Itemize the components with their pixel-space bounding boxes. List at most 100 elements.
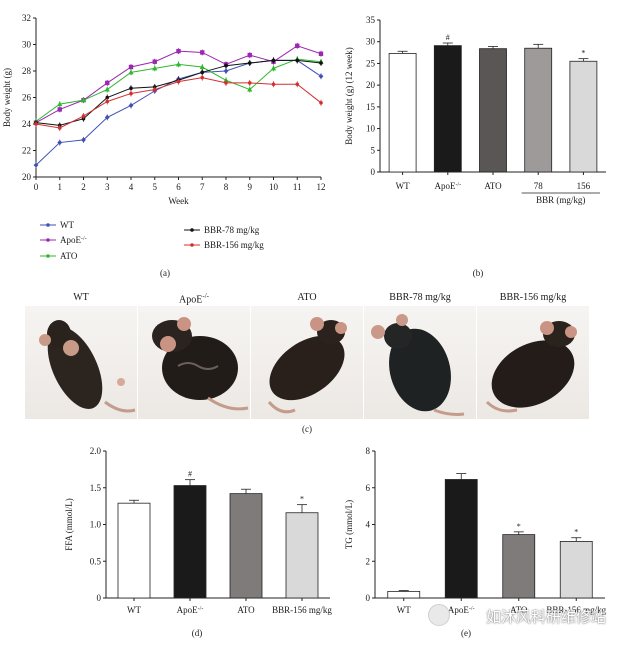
series-point (33, 162, 39, 168)
series-point (271, 58, 276, 63)
panel-b-bar (524, 47, 553, 173)
series-point (80, 97, 87, 103)
legend-label: WT (60, 220, 74, 230)
panel-e-y-tick-label: 4 (366, 520, 371, 530)
panel-a-x-tick-label: 9 (248, 182, 253, 192)
series-point (176, 48, 181, 54)
series-point (57, 139, 63, 146)
series-point (57, 107, 62, 112)
panel-d-category-label: BBR-156 mg/kg (272, 605, 332, 615)
panel-a-x-tick-label: 12 (317, 182, 326, 192)
panel-a-x-tick-label: 11 (293, 182, 302, 192)
series-point (81, 137, 86, 143)
panel-d-significance-mark: * (300, 495, 304, 504)
panel-a-y-tick-label: 20 (22, 172, 32, 182)
legend-marker (190, 243, 194, 247)
panel-d-bar (173, 485, 207, 599)
panel-a-x-tick-label: 8 (224, 182, 229, 192)
series-point (295, 82, 300, 87)
series-point (318, 51, 324, 56)
panel-e-category-label: ApoE-/- (448, 605, 475, 615)
panel-b-category-label: WT (396, 181, 410, 191)
series-point (105, 95, 110, 100)
series-point (223, 77, 229, 83)
panel-a-y-tick-label: 22 (22, 146, 31, 156)
panel-e-bar (387, 590, 421, 599)
series-point (247, 81, 252, 85)
panel-a-x-tick-label: 10 (269, 182, 279, 192)
series-line-3 (35, 59, 322, 126)
series-point (295, 58, 300, 63)
panel-e-y-tick-label: 2 (366, 556, 371, 566)
panel-c-caption: (c) (302, 424, 312, 434)
panel-e-caption: (e) (461, 628, 471, 638)
series-point (57, 126, 62, 130)
series-point (318, 73, 324, 79)
series-point (129, 91, 133, 96)
panel-d-category-label: WT (127, 605, 141, 615)
panel-d-y-tick-label: 2.0 (90, 446, 102, 456)
panel-d-significance-mark: # (188, 470, 192, 479)
panel-d-bar (229, 493, 263, 599)
panel-b-bar (388, 53, 417, 173)
photo-label-apoe: ApoE-/- (179, 292, 209, 306)
series-point (247, 86, 253, 92)
panel-d-y-tick-label: 1.0 (90, 520, 102, 530)
panel-e-y-axis-label: TG (mmol/L) (344, 500, 354, 549)
panel-d-caption: (d) (192, 628, 203, 638)
legend-label: ApoE-/- (60, 235, 87, 245)
mouse-photo-bbr156 (477, 306, 589, 419)
panel-b-significance-mark: * (581, 49, 585, 58)
mouse-photo-ato (251, 306, 363, 419)
series-point (81, 114, 86, 118)
panel-a-x-tick-label: 4 (129, 182, 134, 192)
series-point (128, 64, 134, 70)
panel-d-bar (117, 502, 151, 599)
series-point (129, 86, 133, 91)
series-point (199, 64, 205, 70)
series-point (175, 61, 182, 67)
panel-e-bar (444, 479, 478, 599)
panel-d-y-tick-label: 1.5 (90, 483, 102, 493)
panel-a-x-tick-label: 3 (105, 182, 110, 192)
panel-b-caption: (b) (473, 268, 484, 278)
series-point (128, 69, 134, 75)
panel-e-significance-mark: * (517, 522, 521, 531)
panel-b-y-tick-label: 10 (366, 124, 376, 134)
panel-a-x-tick-label: 0 (34, 182, 39, 192)
panel-a-caption: (a) (160, 268, 170, 278)
panel-b-y-tick-label: 20 (366, 80, 376, 90)
panel-a-y-axis-label: Body weight (g) (2, 68, 12, 127)
panel-b-bar (479, 48, 507, 173)
panel-e-category-label: ATO (510, 605, 528, 615)
panel-b-category-label: 78 (534, 181, 544, 191)
series-point (319, 101, 323, 105)
series-point (247, 52, 252, 58)
legend-marker (46, 254, 50, 258)
legend-marker (46, 223, 50, 227)
series-point (152, 59, 157, 64)
watermark-text: 如沐风科研维修站 (485, 608, 606, 626)
series-point (152, 65, 158, 71)
panel-a-x-tick-label: 2 (81, 182, 86, 192)
panel-b-y-axis-label: Body weight (g) (12 week) (344, 47, 354, 144)
panel-b-y-tick-label: 35 (366, 15, 376, 25)
series-point (224, 63, 228, 68)
series-point (247, 61, 252, 65)
legend-label: ATO (60, 251, 78, 261)
panel-b-bar (433, 45, 462, 173)
series-point (105, 80, 110, 86)
panel-a-x-tick-label: 5 (153, 182, 158, 192)
panel-a-x-axis-label: Week (168, 196, 189, 206)
series-point (223, 68, 229, 74)
series-line-2 (35, 58, 322, 122)
panel-b-bar (569, 60, 598, 173)
panel-d-y-tick-label: 0 (97, 593, 102, 603)
series-point (104, 114, 110, 120)
panel-b-y-tick-label: 30 (366, 37, 376, 47)
mouse-photo-bbr78 (364, 306, 476, 419)
series-point (200, 70, 205, 75)
series-point (128, 102, 134, 109)
panel-e-bar (559, 541, 593, 599)
panel-e-y-tick-label: 8 (366, 446, 371, 456)
